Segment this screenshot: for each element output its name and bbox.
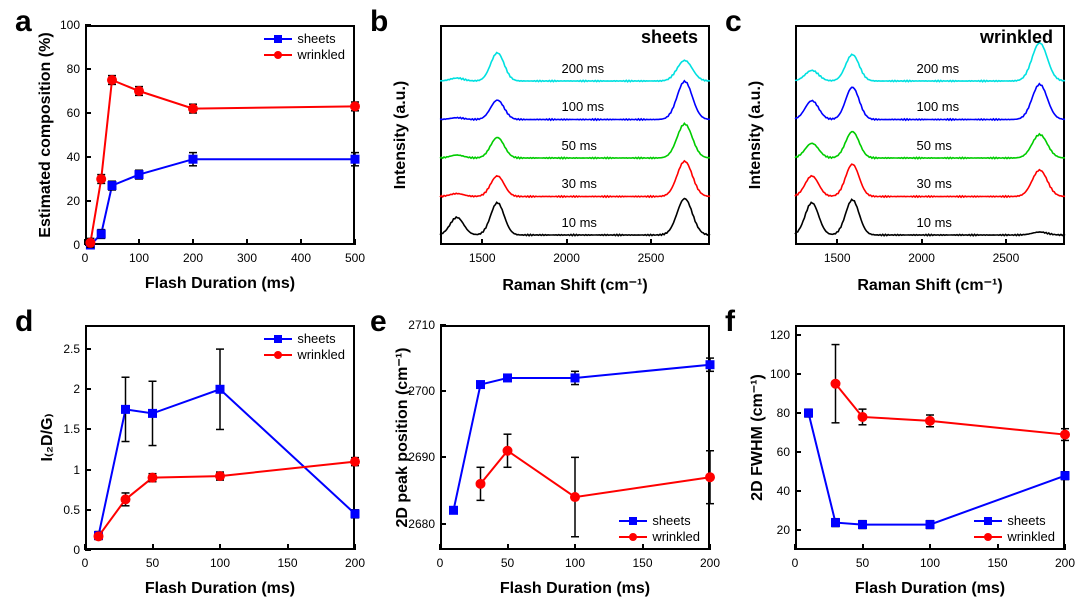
- legend-label: sheets: [1007, 513, 1045, 528]
- spectrum-label: 30 ms: [917, 176, 952, 191]
- ytick: 100: [60, 18, 80, 32]
- xlabel-f: Flash Duration (ms): [855, 580, 1005, 598]
- panel-label-d: d: [15, 305, 33, 339]
- ytick: 20: [67, 194, 80, 208]
- xtick: 400: [291, 251, 311, 265]
- xtick: 0: [792, 556, 799, 570]
- panel-title-b: sheets: [641, 27, 698, 48]
- ytick: 20: [777, 523, 790, 537]
- legend-label: sheets: [652, 513, 690, 528]
- xtick: 2500: [638, 251, 665, 265]
- xtick: 1500: [469, 251, 496, 265]
- spectrum-label: 100 ms: [562, 99, 605, 114]
- plot-svg-b: [440, 25, 710, 245]
- spectrum-label: 200 ms: [562, 61, 605, 76]
- xtick: 0: [437, 556, 444, 570]
- ytick: 0: [73, 238, 80, 252]
- legend-label: wrinkled: [1007, 529, 1055, 544]
- ylabel-f: 2D FWHM (cm⁻¹): [747, 325, 767, 550]
- ytick: 0.5: [63, 503, 80, 517]
- xtick: 0: [82, 556, 89, 570]
- spectrum-label: 50 ms: [562, 138, 597, 153]
- ytick: 80: [67, 62, 80, 76]
- xtick: 50: [501, 556, 514, 570]
- legend-e: sheetswrinkled: [619, 512, 700, 545]
- spectrum-label: 10 ms: [917, 215, 952, 230]
- xtick: 150: [987, 556, 1007, 570]
- panel-label-a: a: [15, 5, 32, 39]
- xlabel-c: Raman Shift (cm⁻¹): [857, 275, 1002, 295]
- panel-label-f: f: [725, 305, 735, 339]
- spectrum-label: 200 ms: [917, 61, 960, 76]
- xtick: 2000: [553, 251, 580, 265]
- ytick: 2.5: [63, 342, 80, 356]
- ytick: 60: [777, 445, 790, 459]
- panel-label-c: c: [725, 5, 742, 39]
- xtick: 150: [277, 556, 297, 570]
- panel-b: b Raman Shift (cm⁻¹) Intensity (a.u.) 1500 2…: [370, 5, 720, 300]
- panel-a: a Flash Duration (ms) Estimated compositio…: [15, 5, 365, 300]
- ytick: 100: [770, 367, 790, 381]
- ylabel-c: Intensity (a.u.): [747, 25, 765, 245]
- ytick: 2: [73, 382, 80, 396]
- xtick: 150: [632, 556, 652, 570]
- ytick: 1.5: [63, 422, 80, 436]
- xtick: 100: [920, 556, 940, 570]
- xlabel-b: Raman Shift (cm⁻¹): [502, 275, 647, 295]
- panel-f: f Flash Duration (ms) 2D FWHM (cm⁻¹) 0 50 100…: [725, 305, 1075, 605]
- spectrum-label: 10 ms: [562, 215, 597, 230]
- panel-title-c: wrinkled: [980, 27, 1053, 48]
- xtick: 200: [1055, 556, 1075, 570]
- xtick: 200: [345, 556, 365, 570]
- xtick: 200: [183, 251, 203, 265]
- ytick: 40: [777, 484, 790, 498]
- xtick: 200: [700, 556, 720, 570]
- legend-label: sheets: [297, 31, 335, 46]
- ylabel-a: Estimated composition (%): [37, 25, 55, 245]
- legend-a: sheetswrinkled: [264, 30, 345, 63]
- xtick: 100: [129, 251, 149, 265]
- panel-c: c Raman Shift (cm⁻¹) Intensity (a.u.) 1500 2…: [725, 5, 1075, 300]
- legend-d: sheetswrinkled: [264, 330, 345, 363]
- ytick: 2690: [408, 450, 435, 464]
- xlabel-d: Flash Duration (ms): [145, 580, 295, 598]
- legend-label: wrinkled: [297, 47, 345, 62]
- spectrum-label: 50 ms: [917, 138, 952, 153]
- ytick: 40: [67, 150, 80, 164]
- legend-label: wrinkled: [297, 347, 345, 362]
- figure-root: a Flash Duration (ms) Estimated compositio…: [0, 0, 1080, 609]
- xtick: 50: [146, 556, 159, 570]
- legend-label: sheets: [297, 331, 335, 346]
- xtick: 50: [856, 556, 869, 570]
- xtick: 2500: [993, 251, 1020, 265]
- xtick: 2000: [908, 251, 935, 265]
- xlabel-e: Flash Duration (ms): [500, 580, 650, 598]
- spectrum-label: 30 ms: [562, 176, 597, 191]
- panel-d: d Flash Duration (ms) I₍₂D/G₎ 0 50 100 150 200 0…: [15, 305, 365, 605]
- panel-e: eFlash Duration (ms)2D peak position (cm…: [370, 305, 720, 605]
- panel-label-e: e: [370, 305, 387, 339]
- xtick: 100: [565, 556, 585, 570]
- spectrum-label: 100 ms: [917, 99, 960, 114]
- ytick: 2680: [408, 517, 435, 531]
- ytick: 1: [73, 463, 80, 477]
- xtick: 500: [345, 251, 365, 265]
- ytick: 2710: [408, 318, 435, 332]
- ytick: 60: [67, 106, 80, 120]
- ytick: 0: [73, 543, 80, 557]
- panel-label-b: b: [370, 5, 388, 39]
- xtick: 0: [82, 251, 89, 265]
- ytick: 2700: [408, 384, 435, 398]
- ytick: 120: [770, 328, 790, 342]
- legend-label: wrinkled: [652, 529, 700, 544]
- legend-f: sheetswrinkled: [974, 512, 1055, 545]
- ylabel-b: Intensity (a.u.): [392, 25, 410, 245]
- xtick: 300: [237, 251, 257, 265]
- xlabel-a: Flash Duration (ms): [145, 275, 295, 293]
- xtick: 100: [210, 556, 230, 570]
- ylabel-d: I₍₂D/G₎: [37, 325, 57, 550]
- plot-svg-c: [795, 25, 1065, 245]
- ytick: 80: [777, 406, 790, 420]
- xtick: 1500: [824, 251, 851, 265]
